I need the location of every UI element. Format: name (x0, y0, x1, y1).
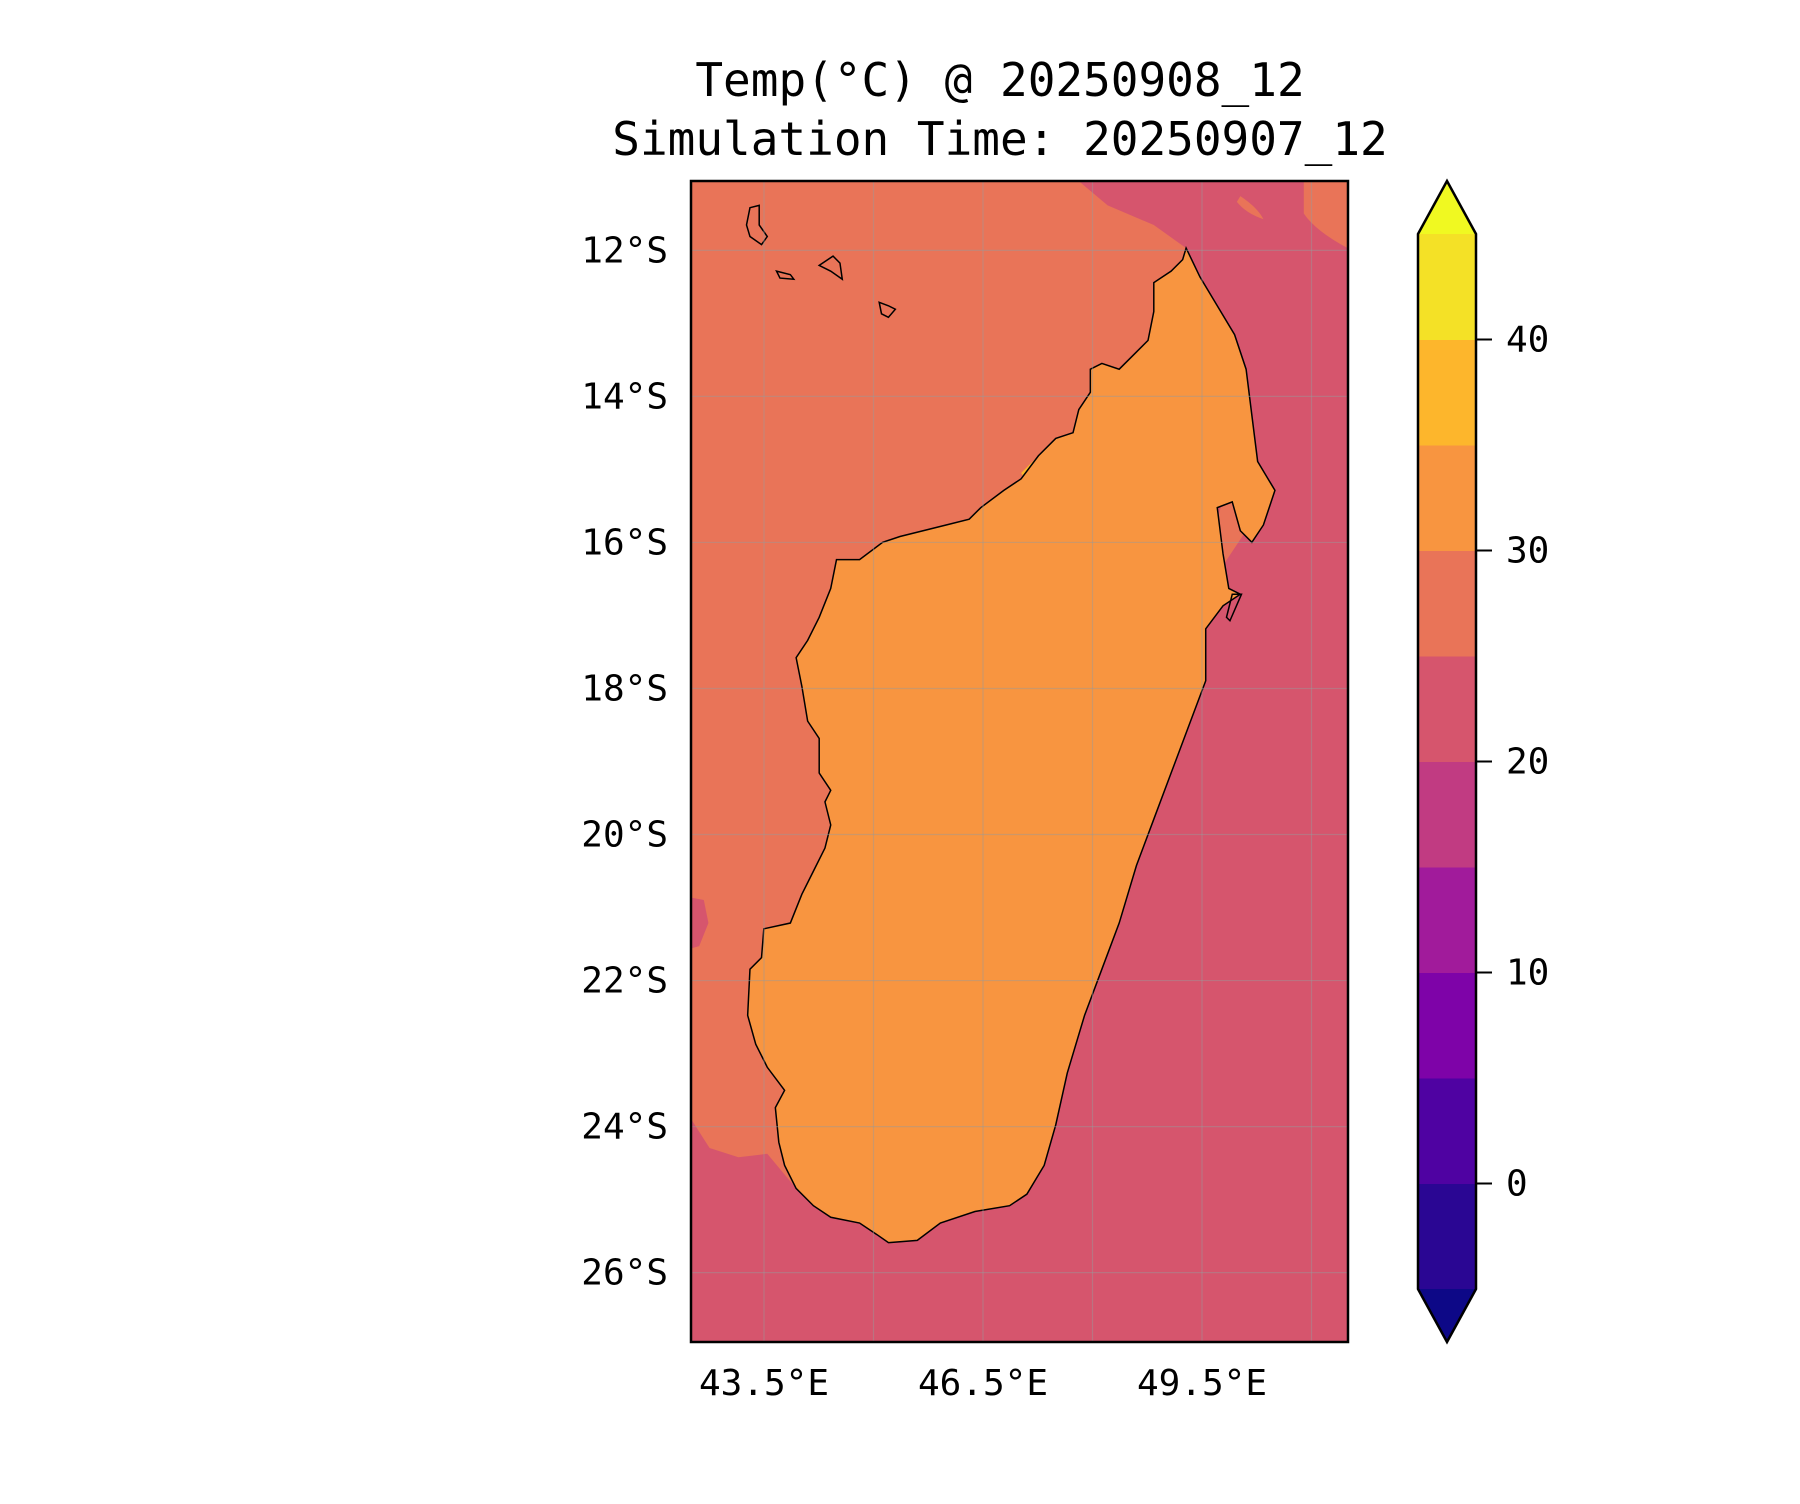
colorbar: 0 10 20 30 40 (1416, 178, 1549, 1345)
colorbar-segment (1418, 656, 1476, 762)
colorbar-tick-label: 20 (1506, 742, 1549, 783)
colorbar-outline (1416, 178, 1478, 1345)
colorbar-segment (1418, 339, 1476, 446)
y-tick-label: 22°S (581, 961, 668, 1002)
y-tick-label: 24°S (581, 1107, 668, 1148)
ocean-25-30-patch (1236, 181, 1348, 249)
colorbar-segment (1418, 1183, 1476, 1290)
chart-title: Temp(°C) @ 20250908_12 (695, 53, 1304, 107)
colorbar-segment (1418, 445, 1476, 551)
map-area (691, 181, 1348, 1342)
y-tick-label: 12°S (581, 230, 668, 271)
gridlines (691, 181, 1348, 1342)
y-tick-label: 16°S (581, 522, 668, 563)
island-outline (878, 301, 897, 319)
x-tick-label: 49.5°E (1137, 1363, 1267, 1404)
y-tick-label: 14°S (581, 376, 668, 417)
colorbar-tick-label: 30 (1506, 531, 1549, 572)
ocean-20-25 (691, 181, 1348, 1342)
colorbar-segment (1418, 867, 1476, 973)
longitude-axis: 43.5°E 46.5°E 49.5°E (699, 1363, 1267, 1404)
island-outline (775, 270, 796, 281)
latitude-axis: 12°S 14°S 16°S 18°S 20°S 22°S 24°S 26°S (581, 230, 668, 1293)
chart-subtitle: Simulation Time: 20250907_12 (612, 112, 1387, 166)
y-tick-label: 18°S (581, 668, 668, 709)
coastline (745, 204, 1276, 1244)
colorbar-tick-label: 10 (1506, 953, 1549, 994)
colorbar-segment (1418, 234, 1476, 340)
y-tick-label: 26°S (581, 1253, 668, 1294)
x-tick-label: 43.5°E (699, 1363, 829, 1404)
island-outline (817, 255, 844, 281)
y-tick-label: 20°S (581, 815, 668, 856)
colorbar-segment (1418, 972, 1476, 1079)
ocean-20-25-west-patch (691, 897, 709, 949)
colorbar-extend-over (1418, 181, 1476, 234)
island-outline (1225, 593, 1243, 623)
colorbar-tick-label: 0 (1506, 1164, 1528, 1205)
colorbar-tick-label: 40 (1506, 320, 1549, 361)
colorbar-extend-under (1418, 1289, 1476, 1342)
colorbar-segment (1418, 550, 1476, 657)
island-outline (745, 204, 769, 246)
colorbar-segment (1418, 761, 1476, 868)
x-tick-label: 46.5°E (918, 1363, 1048, 1404)
colorbar-segment (1418, 1078, 1476, 1184)
map-frame (689, 179, 1350, 1344)
